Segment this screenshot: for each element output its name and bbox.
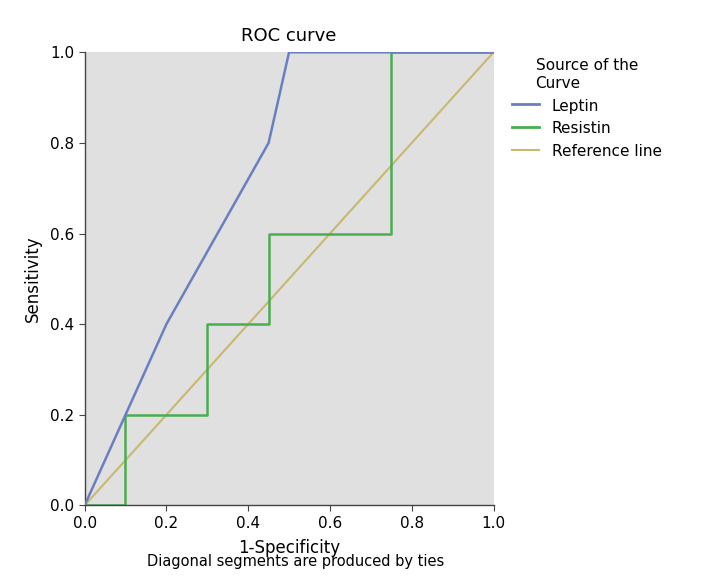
X-axis label: 1-Specificity: 1-Specificity [238, 539, 340, 557]
Y-axis label: Sensitivity: Sensitivity [23, 235, 42, 322]
Title: ROC curve: ROC curve [241, 27, 337, 45]
Text: Diagonal segments are produced by ties: Diagonal segments are produced by ties [147, 554, 445, 569]
Legend: Leptin, Resistin, Reference line: Leptin, Resistin, Reference line [505, 52, 668, 165]
